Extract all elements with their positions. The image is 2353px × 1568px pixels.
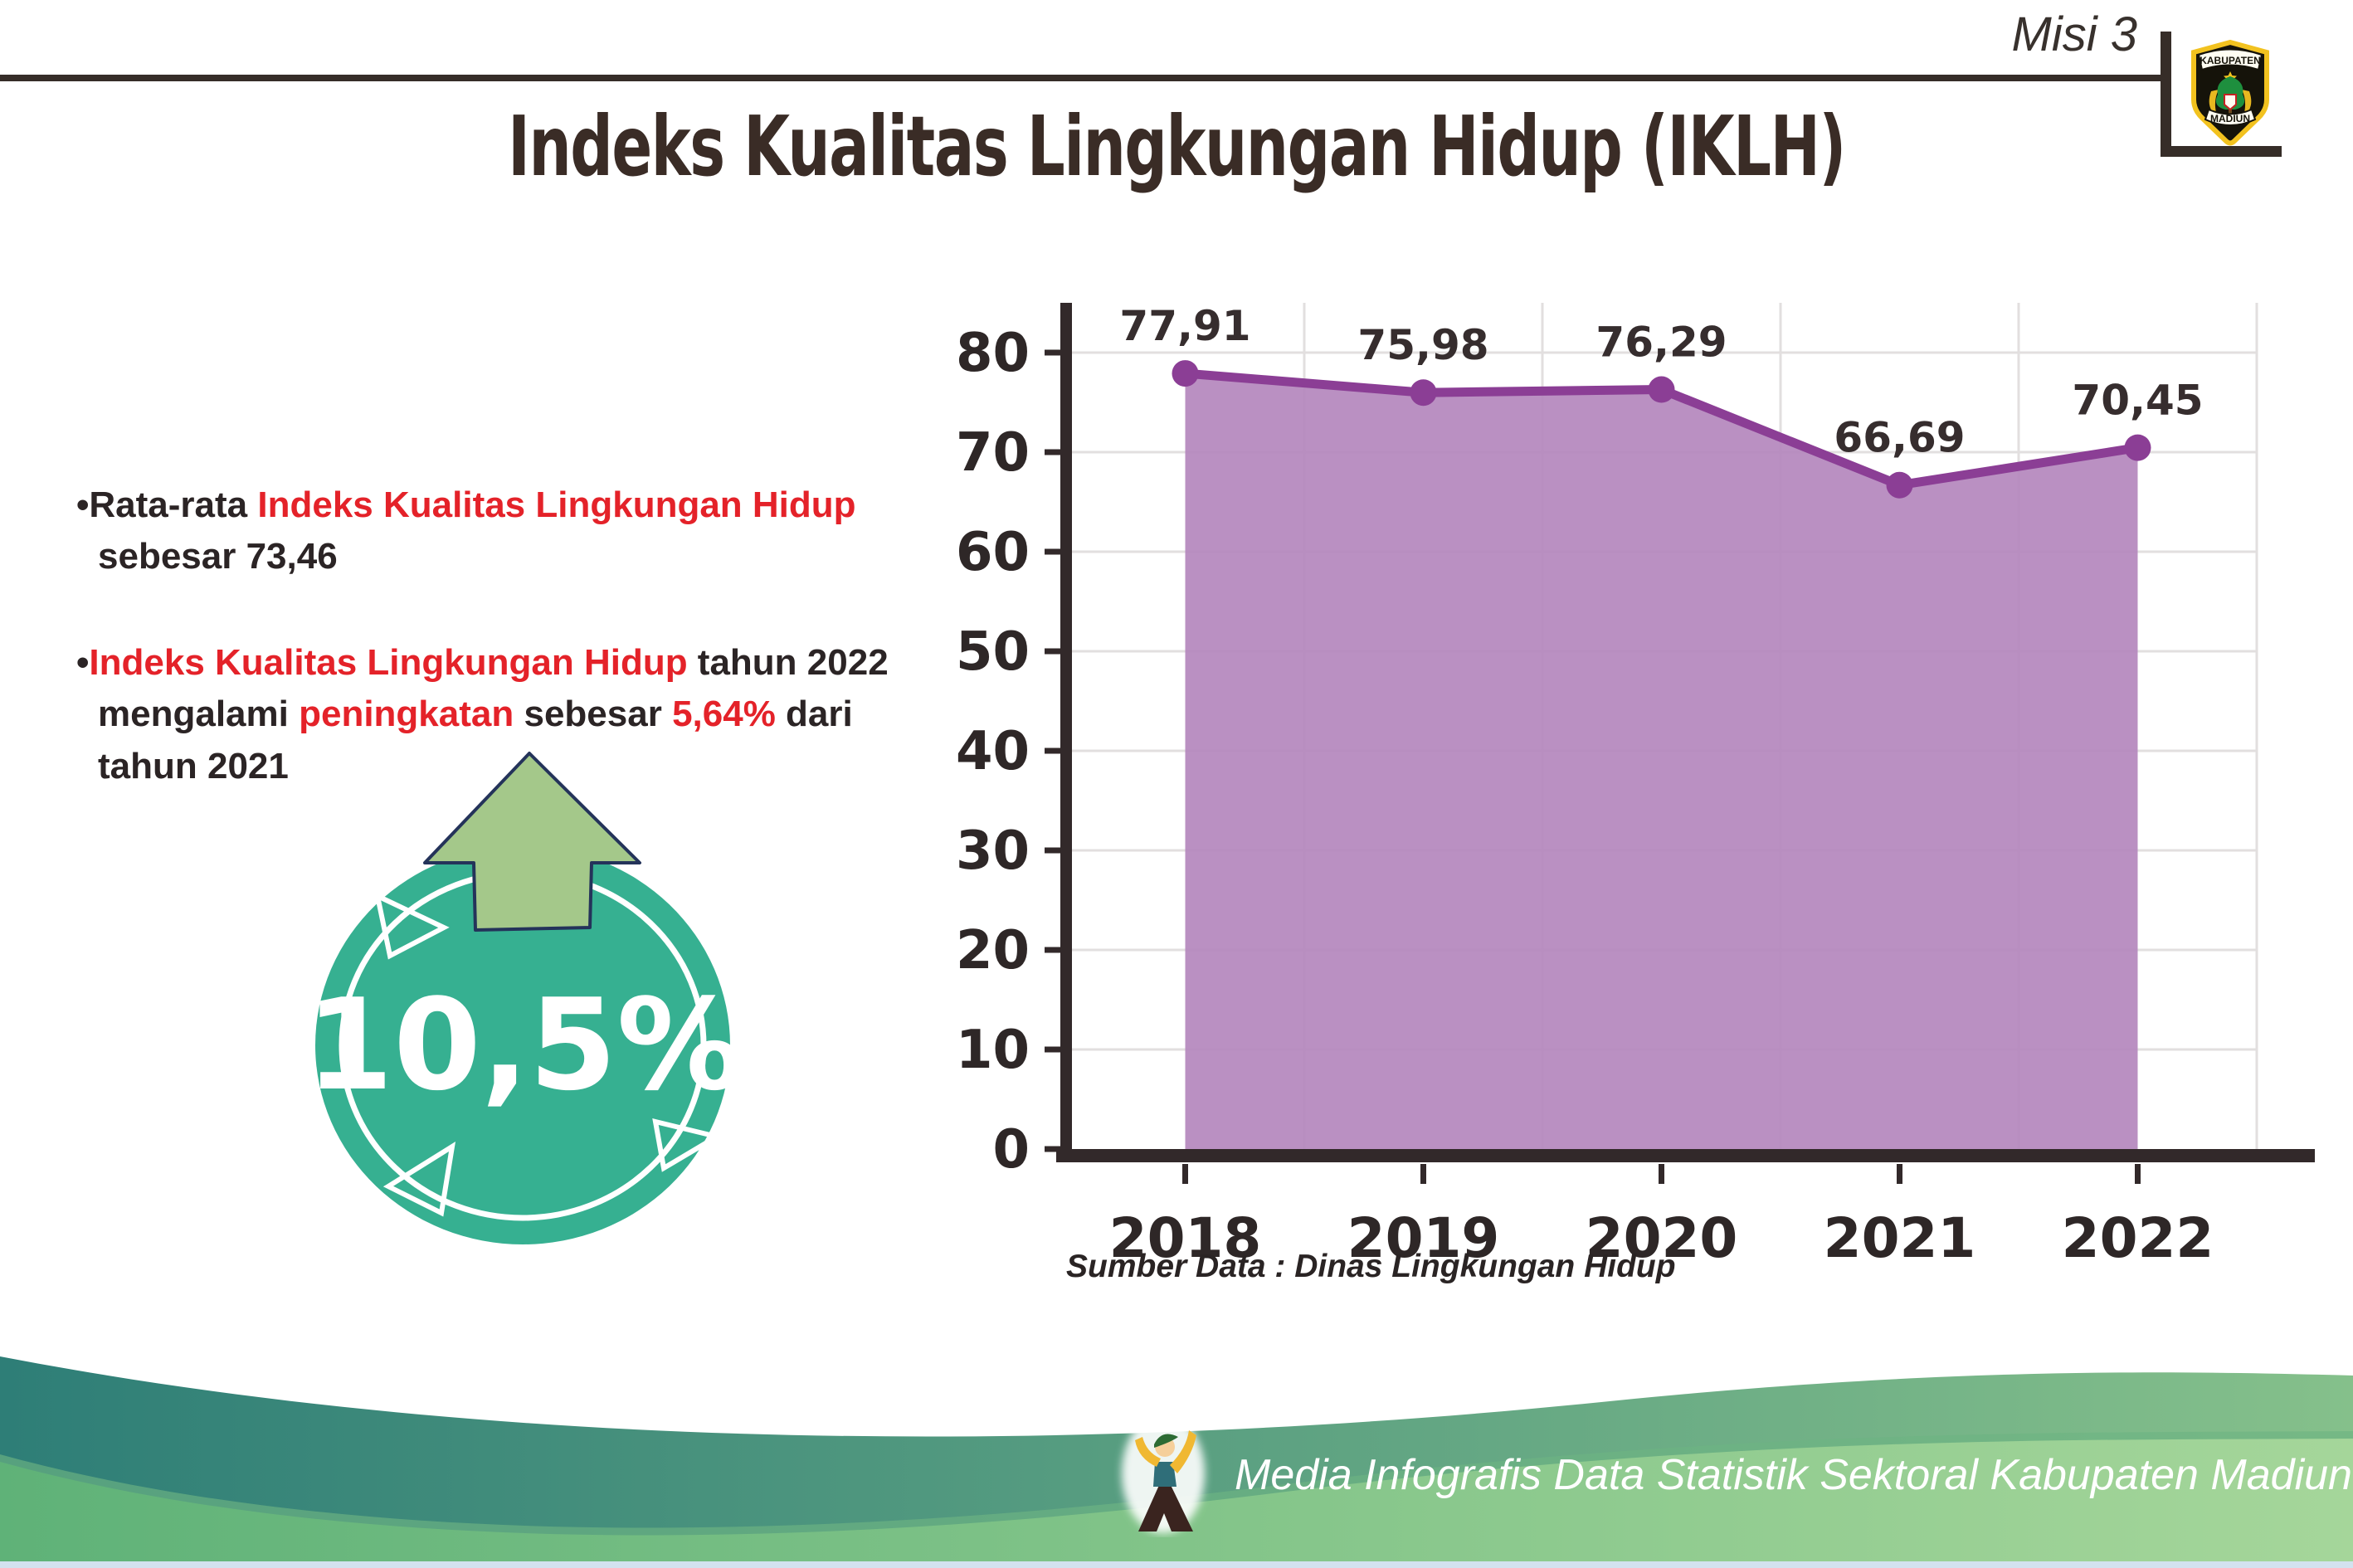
data-point-marker	[1648, 376, 1675, 403]
bullet-1-seg-2: Indeks Kualitas Lingkungan Hidup	[257, 485, 856, 525]
x-tick-label: 2021	[1824, 1206, 1976, 1270]
y-tick-label: 30	[956, 821, 1030, 882]
badge-spark-triangle	[382, 1141, 456, 1217]
logo-frame-horizontal	[2161, 146, 2282, 157]
y-tick-label: 50	[956, 621, 1030, 683]
increase-badge: 10,5%	[305, 752, 743, 1244]
bullet-2-seg-6: dari tahun 2021	[98, 694, 853, 786]
y-tick-label: 20	[956, 920, 1030, 981]
logo-inner-shield	[2224, 94, 2237, 111]
x-tick-label: 2018	[1109, 1206, 1262, 1270]
data-point-label: 77,91	[1119, 302, 1250, 350]
data-point-marker	[1410, 379, 1437, 407]
badge-percent-value: 10,5%	[305, 971, 743, 1118]
badge-circle	[315, 846, 730, 1244]
logo-left-wing	[2209, 90, 2219, 116]
mascot-right-arm	[1170, 1430, 1196, 1473]
data-point-label: 76,29	[1595, 319, 1727, 367]
logo-bottom-banner	[2204, 108, 2257, 126]
y-tick-label: 80	[956, 323, 1030, 384]
header-rule	[0, 75, 2161, 81]
logo-bottom-text: MADIUN	[2210, 113, 2250, 124]
mascot-skirt	[1138, 1483, 1193, 1531]
badge-spark-triangle	[373, 891, 450, 960]
logo-right-wing	[2242, 90, 2252, 116]
y-tick-label: 60	[956, 522, 1030, 583]
footer-credit: Media Infografis Data Statistik Sektoral…	[1235, 1451, 2353, 1499]
bullet-1-seg-3: sebesar 73,46	[98, 536, 338, 577]
x-tick-label: 2019	[1347, 1206, 1500, 1270]
bullet-2-seg-1: Indeks Kualitas Lingkungan Hidup	[89, 642, 688, 683]
bullet-2-seg-5: 5,64%	[672, 694, 776, 735]
data-point-label: 70,45	[2072, 377, 2203, 425]
logo-tree	[2215, 76, 2245, 110]
data-point-label: 66,69	[1834, 414, 1965, 462]
data-point-marker	[1886, 471, 1913, 499]
bullet-2-seg-2: tahun 2022 mengalami	[98, 642, 889, 735]
logo-top-banner	[2197, 48, 2263, 71]
y-tick-label: 0	[992, 1119, 1030, 1181]
chart-source-note: Sumber Data : Dinas Lingkungan Hidup	[1066, 1249, 1676, 1284]
logo-frame-vertical	[2161, 32, 2171, 156]
bullet-1-seg-1: Rata-rata	[89, 485, 258, 525]
logo-top-text: KABUPATEN	[2200, 55, 2261, 66]
bullet-dot: •	[76, 642, 90, 683]
badge-spark-triangle	[652, 1118, 723, 1172]
x-tick-label: 2020	[1586, 1206, 1738, 1270]
x-tick-label: 2022	[2062, 1206, 2214, 1270]
iklh-chart-svg: 0 10 20 30 40 50 60 70 80 77,91 2018 75,98 2019 76,29…	[956, 302, 2315, 1270]
mascot-cap	[1154, 1434, 1178, 1448]
misi-label: Misi 3	[2011, 7, 2137, 61]
mascot-left-arm	[1135, 1437, 1161, 1467]
y-tick-label: 40	[956, 721, 1030, 782]
bullet-iklh-increase: •Indeks Kualitas Lingkungan Hidup tahun …	[76, 637, 931, 792]
badge-spark-triangle	[669, 871, 736, 945]
dancer-mascot-icon	[1122, 1414, 1205, 1533]
kabupaten-madiun-logo: KABUPATEN MADIUN	[2191, 40, 2269, 146]
y-tick-label: 10	[956, 1020, 1030, 1081]
footer-bottom-strip	[0, 1561, 2353, 1568]
data-point-marker	[2124, 434, 2151, 461]
data-point-label: 75,98	[1357, 321, 1488, 369]
mascot-torso	[1153, 1462, 1176, 1487]
bullet-average-iklh: •Rata-rata Indeks Kualitas Lingkungan Hi…	[76, 480, 931, 583]
page-title: Indeks Kualitas Lingkungan Hidup (IKLH)	[508, 98, 1846, 195]
bullet-2-seg-3: peningkatan	[299, 694, 514, 735]
data-point-marker	[1172, 360, 1199, 387]
area-fill	[1185, 373, 2138, 1149]
footer-wave-front	[0, 1439, 2353, 1568]
bullet-dot: •	[76, 485, 90, 525]
up-arrow-icon	[423, 752, 641, 932]
bullet-2-seg-4: sebesar	[514, 694, 673, 735]
y-tick-label: 70	[956, 422, 1030, 484]
